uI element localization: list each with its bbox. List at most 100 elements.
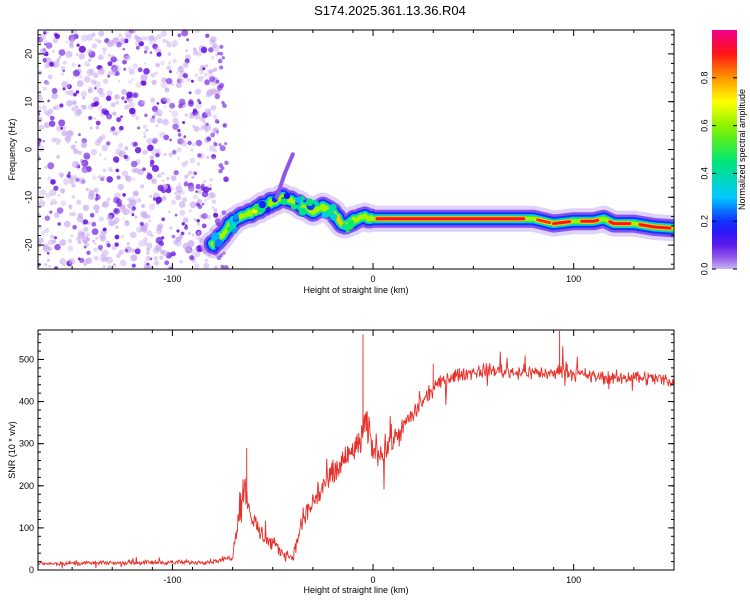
noise-speckle bbox=[85, 187, 89, 191]
noise-speckle bbox=[176, 71, 179, 74]
noise-speckle bbox=[38, 112, 41, 116]
noise-speckle bbox=[60, 72, 65, 76]
noise-speckle bbox=[160, 82, 167, 89]
noise-speckle bbox=[156, 33, 162, 40]
noise-speckle bbox=[93, 72, 99, 79]
noise-speckle bbox=[88, 189, 95, 196]
noise-speckle bbox=[175, 237, 178, 240]
noise-speckle bbox=[65, 40, 69, 44]
noise-speckle bbox=[181, 140, 188, 147]
ridge-blob bbox=[291, 203, 297, 210]
noise-speckle bbox=[91, 43, 98, 49]
noise-speckle bbox=[107, 197, 111, 202]
noise-speckle bbox=[153, 110, 160, 117]
noise-speckle bbox=[118, 150, 126, 158]
noise-speckle bbox=[161, 236, 165, 240]
noise-speckle bbox=[202, 120, 206, 124]
noise-speckle bbox=[81, 159, 89, 167]
noise-speckle bbox=[64, 135, 72, 143]
noise-speckle bbox=[58, 55, 62, 59]
colorbar-tick-label: 0.6 bbox=[699, 119, 709, 132]
noise-speckle bbox=[111, 54, 114, 58]
noise-speckle bbox=[83, 152, 91, 160]
noise-speckle bbox=[83, 245, 87, 249]
ridge-hot-core bbox=[580, 218, 600, 223]
noise-speckle bbox=[45, 192, 51, 199]
noise-speckle bbox=[124, 30, 132, 38]
noise-speckle bbox=[94, 37, 99, 42]
noise-speckle bbox=[220, 166, 225, 171]
noise-speckle bbox=[161, 171, 165, 176]
noise-speckle bbox=[110, 56, 117, 63]
noise-speckle bbox=[213, 67, 218, 72]
noise-speckle bbox=[52, 60, 60, 68]
noise-speckle bbox=[210, 132, 216, 138]
noise-speckle bbox=[123, 55, 130, 62]
noise-speckle bbox=[189, 148, 194, 152]
noise-speckle bbox=[39, 48, 47, 55]
noise-speckle bbox=[188, 91, 192, 95]
noise-speckle bbox=[144, 35, 150, 41]
noise-speckle bbox=[161, 217, 166, 222]
noise-speckle bbox=[59, 258, 67, 265]
noise-speckle bbox=[146, 262, 150, 266]
noise-speckle bbox=[166, 41, 172, 48]
noise-speckle bbox=[75, 90, 80, 94]
noise-speckle bbox=[119, 259, 127, 267]
noise-speckle bbox=[76, 236, 82, 242]
noise-speckle bbox=[97, 39, 102, 44]
noise-speckle bbox=[184, 224, 188, 227]
bottom-frame bbox=[37, 329, 675, 571]
ridge-blob bbox=[258, 200, 267, 209]
colorbar-label: Normalized spectral amplitude bbox=[737, 89, 747, 210]
noise-speckle bbox=[62, 60, 67, 65]
noise-speckle bbox=[84, 61, 90, 67]
noise-speckle bbox=[141, 36, 146, 41]
noise-speckle bbox=[140, 184, 145, 189]
noise-speckle bbox=[114, 208, 118, 213]
noise-speckle bbox=[211, 154, 217, 160]
ridge-blob bbox=[345, 228, 350, 233]
noise-speckle bbox=[211, 42, 218, 49]
noise-speckle bbox=[42, 242, 49, 250]
noise-speckle bbox=[114, 242, 119, 247]
noise-speckle bbox=[131, 206, 136, 211]
noise-speckle bbox=[114, 217, 120, 224]
noise-speckle bbox=[134, 215, 138, 219]
noise-speckle bbox=[77, 240, 82, 245]
noise-speckle bbox=[142, 167, 146, 172]
noise-speckle bbox=[202, 75, 205, 78]
noise-speckle bbox=[112, 111, 117, 116]
noise-speckle bbox=[128, 66, 132, 70]
noise-speckle bbox=[198, 68, 202, 72]
noise-speckle bbox=[203, 262, 210, 269]
noise-speckle bbox=[120, 37, 126, 42]
noise-speckle bbox=[142, 81, 147, 86]
noise-speckle bbox=[214, 89, 221, 96]
noise-speckle bbox=[97, 105, 103, 111]
noise-speckle bbox=[209, 76, 216, 83]
noise-speckle bbox=[87, 88, 93, 94]
noise-speckle bbox=[76, 80, 84, 87]
noise-speckle bbox=[110, 126, 116, 132]
noise-speckle bbox=[184, 174, 189, 179]
noise-speckle bbox=[70, 35, 76, 42]
noise-speckle bbox=[170, 175, 177, 182]
noise-speckle bbox=[106, 141, 111, 146]
noise-speckle bbox=[191, 233, 195, 237]
noise-speckle bbox=[70, 39, 75, 43]
noise-speckle bbox=[83, 226, 89, 232]
ridge-hot-core bbox=[552, 220, 572, 226]
noise-speckle bbox=[102, 47, 107, 52]
noise-speckle bbox=[217, 58, 223, 64]
noise-speckle bbox=[122, 47, 126, 51]
noise-speckle bbox=[194, 251, 201, 258]
noise-speckle bbox=[133, 167, 139, 173]
noise-speckle bbox=[211, 156, 216, 161]
noise-speckle bbox=[106, 72, 111, 77]
noise-speckle bbox=[184, 160, 189, 164]
noise-speckle bbox=[128, 101, 135, 108]
noise-speckle bbox=[153, 260, 160, 266]
noise-speckle bbox=[179, 259, 184, 264]
